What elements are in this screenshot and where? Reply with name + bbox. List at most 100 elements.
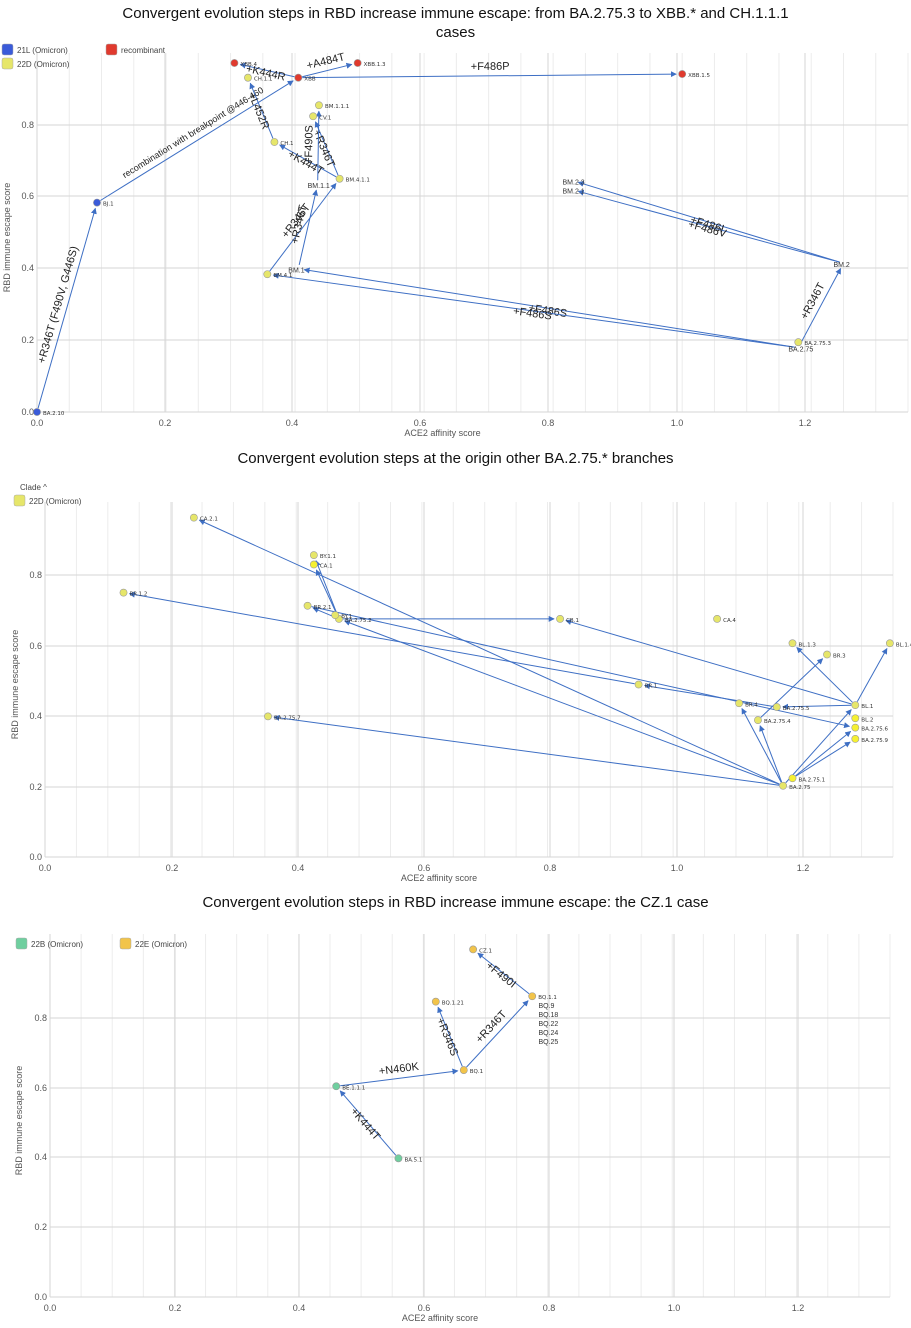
point-ba-2-75-1 (788, 774, 797, 783)
arrow-ba-2-75-5-to-br-1 (643, 683, 773, 707)
arrow-br-2-1-to-ba-2-75-6 (311, 606, 851, 729)
arrow-bl-1-to-bl-1-4 (856, 647, 888, 702)
y-tick-label: 0.4 (34, 1152, 47, 1162)
point-label: XBB.1.5 (688, 73, 710, 79)
x-tick-label: 0.8 (542, 418, 555, 428)
point-label: CA.4 (723, 618, 736, 624)
point-label: CA.1 (320, 564, 333, 570)
point-label: BY.1 (341, 614, 352, 620)
arrow-bm-4-1-to-bm-4-1-1 (269, 183, 337, 272)
y-tick-label: 0.0 (21, 407, 34, 417)
x-tick-label: 1.2 (799, 418, 812, 428)
node-label: BM.2 (833, 262, 849, 269)
clade-toggle: Clade ^ (20, 483, 47, 492)
point-label: XBB.4 (240, 62, 257, 68)
x-tick-label: 1.0 (671, 418, 684, 428)
mutation-label: +F490S (303, 125, 316, 164)
legend-swatch (119, 937, 132, 950)
y-tick-label: 0.4 (21, 263, 34, 273)
x-tick-label: 0.4 (286, 418, 299, 428)
point-xbb (294, 73, 303, 82)
arrow-ch-1-to-ch-1-1 (249, 82, 274, 139)
arrow-ba-2-75-1-to-ba-2-75-9 (795, 741, 851, 777)
node-label: BM.2.3 (563, 180, 585, 187)
x-tick-label: 1.2 (792, 1303, 805, 1313)
point-label: BR.1 (645, 684, 658, 690)
point-ch-1 (270, 138, 279, 146)
arrow-bq-1-to-bq-1-21 (437, 1006, 463, 1067)
point-br-1 (634, 680, 643, 689)
legend-label: recombinant (121, 46, 166, 55)
point-xbb-1-3 (353, 59, 362, 67)
point-label: BA.2.75.9 (861, 738, 888, 744)
x-tick-label: 0.6 (418, 1303, 431, 1313)
point-ba-2-75-3 (794, 338, 803, 347)
y-axis-title: RBD immune escape score (2, 183, 12, 293)
x-tick-label: 1.2 (797, 863, 810, 873)
arrow-ba-2-75-2-to-ca-1 (315, 569, 338, 616)
point-cb-1 (556, 614, 564, 623)
y-tick-label: 0.2 (21, 335, 34, 345)
point-ch-1-1 (244, 73, 252, 82)
mutation-label: +F486P (471, 61, 510, 73)
point-ca-1 (309, 560, 318, 569)
point-cv-1 (309, 112, 318, 121)
arrow-bl-1-to-ba-2-75-5 (782, 703, 852, 710)
arrow-bm-1-to-bm-1-1 (298, 189, 319, 265)
arrow-ba-2-75-1-to-ba-2-75-6 (795, 731, 852, 777)
x-tick-label: 0.0 (39, 863, 52, 873)
point-label: XBB (304, 77, 316, 83)
point-label: BA.5.1 (404, 1157, 422, 1163)
arrow-bq-1-to-bq-1-1 (466, 1000, 529, 1068)
point-bm-4-1 (263, 270, 272, 279)
arrow-bj-1-to-xbb (100, 80, 294, 201)
point-bm-4-1-1 (335, 174, 344, 183)
arrow-bm-1-1-to-bm-1-1-1 (315, 110, 322, 181)
y-axis-title: RBD immune escape score (10, 630, 20, 740)
arrow-be-1-1-1-to-bq-1 (340, 1068, 459, 1087)
point-label: BR.1.2 (130, 592, 148, 598)
point-label: BA.2.75 (789, 785, 811, 791)
arrow-ba-2-75-to-bl-1 (785, 709, 852, 784)
point-ba-5-1 (394, 1154, 403, 1163)
chart-1-title: Convergent evolution steps in RBD increa… (122, 5, 789, 22)
point-ca-2-1 (189, 513, 198, 522)
arrow-bm-4-1-1-to-ch-1 (279, 144, 337, 178)
mutation-label: +F486S (528, 302, 568, 320)
chart-panel-1: 0.0 0.2 0.4 0.6 0.8 1.0 1.2 0.0 0.2 0.4 0.6 0.8 ACE2… (1, 43, 909, 438)
legend-label: 22E (Omicron) (135, 940, 187, 949)
y-tick-label: 0.8 (21, 120, 34, 130)
point-label: CH.1 (280, 141, 293, 147)
point-label: BA.2.10 (43, 411, 65, 417)
y-tick-label: 0.4 (29, 711, 42, 721)
point-label: CA.2.1 (200, 517, 218, 523)
point-ba-2-75-6 (851, 723, 860, 732)
legend-swatch (13, 494, 26, 507)
point-bl-1-4 (885, 639, 894, 648)
x-tick-label: 0.6 (418, 863, 431, 873)
arrow-bm-4-1-1-to-cv-1 (314, 121, 339, 176)
arrow-ba-2-10-to-bj-1 (37, 207, 97, 409)
x-axis-title: ACE2 affinity score (402, 1313, 478, 1323)
point-ba-2-75-5 (772, 703, 781, 711)
point-xbb-1-5 (678, 70, 687, 78)
x-tick-label: 0.0 (31, 418, 44, 428)
arrow-ba-2-75-to-ba-2-75-4 (759, 725, 783, 783)
point-label: BJ.1 (103, 202, 114, 208)
point-bl-1-3 (788, 639, 797, 648)
arrow-xbb-to-xbb-1-5 (302, 71, 677, 79)
point-label: BE.1.1.1 (342, 1085, 365, 1091)
arrow-ba-2-75-to-bm-1 (303, 267, 795, 348)
node-label: BM.1.1 (308, 183, 330, 190)
point-label: BL.1.4 (896, 642, 911, 648)
arrow-bl-1-to-cb-1 (565, 619, 852, 705)
point-ca-4 (713, 614, 722, 623)
mutation-label: +R346T (F490V, G446S) (36, 245, 81, 365)
point-label: CH.1.1 (254, 77, 272, 83)
x-axis-title: ACE2 affinity score (404, 428, 480, 438)
point-label: BY.1.1 (320, 554, 336, 560)
point-bq-1 (459, 1066, 468, 1074)
point-bq-1-1 (528, 992, 537, 1001)
mutation-label: +N460K (378, 1061, 420, 1078)
point-xbb-4 (230, 59, 239, 67)
